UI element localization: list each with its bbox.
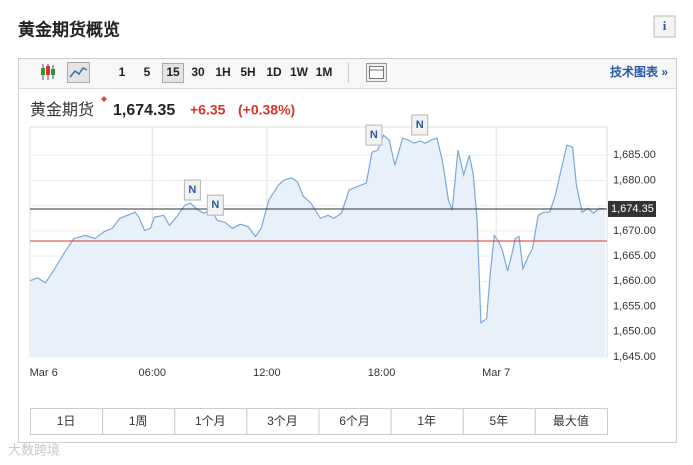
news-marker[interactable] xyxy=(411,114,429,136)
period-label: 6个月 xyxy=(339,414,370,428)
y-tick-label: 1,645.00 xyxy=(613,351,656,363)
news-marker-label: N xyxy=(188,184,196,196)
technical-chart-link[interactable]: 技术图表 » xyxy=(610,64,668,79)
price-line xyxy=(29,134,606,324)
news-marker[interactable] xyxy=(206,194,224,216)
interval-button[interactable]: 5 xyxy=(144,65,151,79)
interval-selected xyxy=(162,63,184,83)
footer-watermark: 大数跨境 xyxy=(8,442,60,457)
area xyxy=(30,135,606,357)
interval-button[interactable]: 1W xyxy=(290,65,309,79)
price-tag xyxy=(608,200,656,217)
news-marker-label: N xyxy=(370,129,378,141)
widget-title: 黄金期货概览 xyxy=(18,19,120,39)
period-label: 5年 xyxy=(489,414,508,428)
live-dot xyxy=(101,96,107,102)
y-tick-label: 1,650.00 xyxy=(613,326,656,338)
period-label: 1年 xyxy=(417,414,436,428)
interval-button[interactable]: 1M xyxy=(316,65,333,79)
period-button[interactable] xyxy=(102,408,176,435)
y-tick-label: 1,665.00 xyxy=(613,250,656,262)
interval-button[interactable]: 1H xyxy=(215,65,230,79)
interval-button[interactable]: 30 xyxy=(191,65,205,79)
price-tag-label: 1,674.35 xyxy=(611,203,654,215)
line-icon[interactable] xyxy=(67,62,90,83)
period-label: 最大值 xyxy=(553,413,589,428)
news-marker-label: N xyxy=(416,119,424,131)
y-tick-label: 1,660.00 xyxy=(613,275,656,287)
period-label: 1周 xyxy=(129,414,148,428)
change: +6.35 xyxy=(190,102,226,118)
toolbar xyxy=(19,59,676,88)
interval-button[interactable]: 5H xyxy=(240,65,255,79)
x-tick-label: 18:00 xyxy=(368,367,396,379)
period-button[interactable] xyxy=(534,408,608,435)
candle-icon[interactable] xyxy=(41,64,55,80)
news-marker[interactable] xyxy=(365,124,383,146)
period-label: 1日 xyxy=(57,414,76,428)
change-percent: (+0.38%) xyxy=(238,102,295,118)
x-tick-label: 12:00 xyxy=(253,367,281,379)
info-button[interactable] xyxy=(653,15,676,38)
news-marker-label: N xyxy=(211,199,219,211)
period-button[interactable] xyxy=(174,408,248,435)
y-tick-label: 1,655.00 xyxy=(613,300,656,312)
y-tick-label: 1,680.00 xyxy=(613,174,656,186)
x-tick-label: Mar 7 xyxy=(482,367,510,379)
info-icon: i xyxy=(663,18,667,33)
y-tick-label: 1,670.00 xyxy=(613,225,656,237)
x-tick-label: 06:00 xyxy=(139,367,167,379)
period-label: 3个月 xyxy=(267,414,298,428)
period-button[interactable] xyxy=(462,408,536,435)
instrument-name: 黄金期货 xyxy=(30,101,94,119)
interval-button[interactable]: 1 xyxy=(119,65,126,79)
x-tick-label: Mar 6 xyxy=(30,367,58,379)
period-button[interactable] xyxy=(246,408,320,435)
price: 1,674.35 xyxy=(113,102,175,119)
period-button[interactable] xyxy=(390,408,464,435)
period-button[interactable] xyxy=(318,408,392,435)
period-label: 1个月 xyxy=(195,414,226,428)
news-marker[interactable] xyxy=(183,179,201,201)
interval-button[interactable]: 1D xyxy=(266,65,282,79)
period-button[interactable] xyxy=(30,408,104,435)
calendar-icon[interactable] xyxy=(366,63,387,82)
y-tick-label: 1,685.00 xyxy=(613,149,656,161)
interval-button[interactable]: 15 xyxy=(166,65,180,79)
